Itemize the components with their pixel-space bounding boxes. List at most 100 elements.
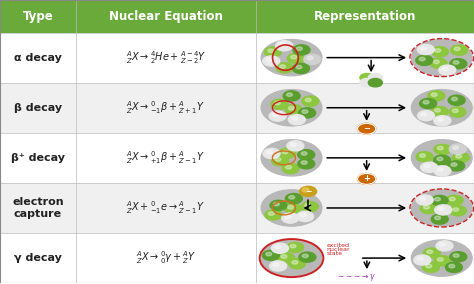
Circle shape — [431, 195, 448, 206]
Bar — [0, 0, 474, 33]
Text: γ decay: γ decay — [14, 253, 62, 263]
Circle shape — [360, 78, 374, 87]
Circle shape — [434, 116, 451, 126]
Circle shape — [288, 106, 294, 110]
Circle shape — [360, 74, 374, 82]
Circle shape — [434, 144, 451, 154]
Circle shape — [368, 78, 383, 87]
Circle shape — [416, 195, 433, 205]
Circle shape — [448, 95, 465, 105]
Circle shape — [266, 151, 273, 154]
Circle shape — [261, 90, 322, 126]
Circle shape — [452, 153, 469, 163]
Circle shape — [416, 55, 433, 65]
Circle shape — [453, 254, 459, 257]
Circle shape — [307, 56, 313, 60]
Circle shape — [298, 150, 315, 160]
Circle shape — [261, 240, 322, 276]
Circle shape — [451, 163, 457, 166]
Circle shape — [301, 161, 307, 164]
Circle shape — [302, 254, 308, 258]
Circle shape — [276, 41, 292, 51]
Circle shape — [449, 206, 466, 216]
Circle shape — [282, 213, 299, 223]
Text: $^{A}_{Z}X \rightarrow ^{0}_{-1}\beta + ^{A}_{Z+1}Y$: $^{A}_{Z}X \rightarrow ^{0}_{-1}\beta + … — [127, 99, 205, 116]
Circle shape — [431, 47, 448, 57]
Text: Representation: Representation — [314, 10, 416, 23]
Circle shape — [305, 98, 311, 102]
Text: +: + — [363, 174, 370, 183]
Circle shape — [292, 261, 298, 264]
Circle shape — [437, 118, 443, 121]
Circle shape — [266, 58, 272, 62]
Text: β decay: β decay — [14, 103, 62, 113]
Circle shape — [453, 146, 458, 150]
Circle shape — [268, 212, 274, 215]
Circle shape — [449, 144, 466, 154]
Circle shape — [438, 258, 443, 261]
Circle shape — [437, 168, 443, 171]
Text: $\sim\!\sim\!\sim\!\rightarrow\gamma$: $\sim\!\sim\!\sim\!\rightarrow\gamma$ — [336, 272, 377, 283]
Circle shape — [442, 67, 448, 71]
Circle shape — [428, 91, 445, 101]
Circle shape — [283, 91, 300, 101]
Circle shape — [282, 150, 288, 154]
Circle shape — [278, 253, 294, 263]
Circle shape — [263, 149, 280, 158]
Text: electron
capture: electron capture — [12, 197, 64, 219]
Circle shape — [300, 186, 317, 197]
Circle shape — [285, 166, 292, 169]
Circle shape — [431, 106, 448, 117]
Circle shape — [263, 250, 279, 260]
Circle shape — [418, 110, 435, 121]
Text: −: − — [363, 124, 370, 133]
Circle shape — [293, 45, 310, 55]
Circle shape — [447, 161, 465, 171]
Circle shape — [421, 112, 427, 116]
Circle shape — [261, 190, 322, 226]
Circle shape — [265, 210, 282, 220]
Circle shape — [424, 206, 429, 209]
Circle shape — [411, 140, 472, 176]
Circle shape — [435, 108, 440, 112]
Circle shape — [296, 47, 302, 51]
Bar — [0, 233, 474, 283]
Circle shape — [420, 162, 438, 172]
Circle shape — [288, 114, 305, 125]
Circle shape — [423, 248, 440, 258]
Circle shape — [411, 190, 472, 226]
Circle shape — [280, 65, 285, 68]
Circle shape — [434, 155, 450, 165]
Circle shape — [287, 242, 304, 252]
Text: excited: excited — [327, 243, 350, 248]
Circle shape — [431, 214, 448, 224]
Circle shape — [289, 196, 295, 199]
Circle shape — [292, 117, 298, 120]
Circle shape — [435, 49, 441, 52]
Circle shape — [264, 47, 282, 57]
Circle shape — [271, 99, 288, 109]
Circle shape — [417, 45, 434, 55]
Circle shape — [449, 264, 455, 268]
Bar — [0, 33, 474, 83]
Circle shape — [289, 259, 306, 269]
Circle shape — [435, 205, 452, 215]
Circle shape — [261, 39, 322, 76]
Circle shape — [296, 65, 302, 69]
Text: $^{A}_{Z}X \rightarrow ^{0}_{+1}\beta + ^{A}_{Z-1}Y$: $^{A}_{Z}X \rightarrow ^{0}_{+1}\beta + … — [127, 149, 205, 166]
Circle shape — [452, 109, 458, 112]
Circle shape — [281, 255, 287, 258]
Circle shape — [423, 101, 429, 104]
Circle shape — [420, 47, 427, 50]
Circle shape — [285, 105, 302, 114]
Circle shape — [436, 241, 453, 251]
Circle shape — [270, 261, 287, 271]
Circle shape — [299, 108, 316, 118]
Circle shape — [301, 152, 307, 155]
Circle shape — [299, 252, 316, 262]
Circle shape — [286, 93, 292, 97]
Circle shape — [279, 43, 285, 46]
Circle shape — [300, 214, 306, 217]
Circle shape — [274, 101, 280, 105]
Circle shape — [453, 208, 459, 211]
